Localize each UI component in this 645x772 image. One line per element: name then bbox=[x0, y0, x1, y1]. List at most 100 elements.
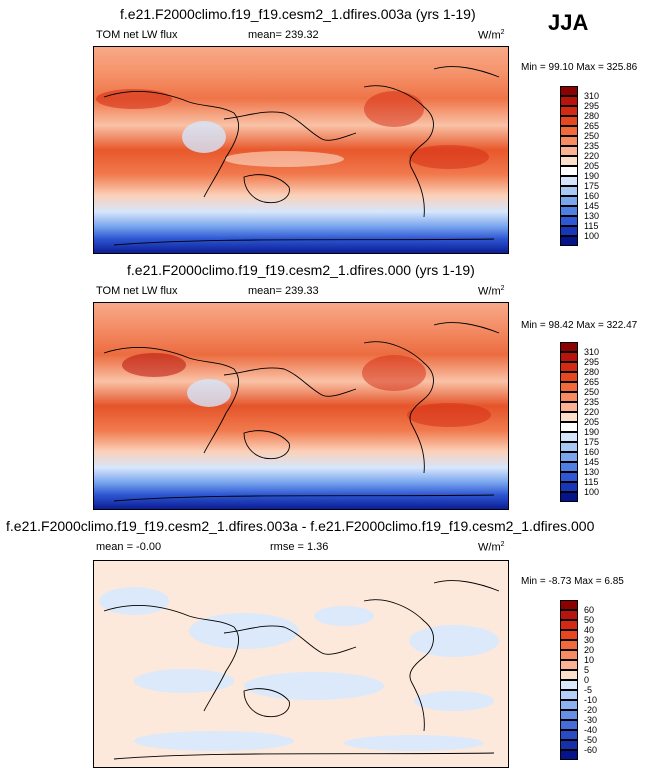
colorbar-cell bbox=[560, 432, 578, 442]
colorbar-cell bbox=[560, 442, 578, 452]
colorbar-tick-label: 235 bbox=[584, 141, 600, 151]
colorbar-tick-label: 235 bbox=[584, 397, 600, 407]
colorbar-cell bbox=[560, 372, 578, 382]
colorbar-cell bbox=[560, 462, 578, 472]
panel-3-mean-label: mean = -0.00 bbox=[96, 541, 162, 553]
colorbar-tick-label: -60 bbox=[584, 745, 598, 755]
colorbar-cell bbox=[560, 106, 578, 116]
colorbar-cell bbox=[560, 472, 578, 482]
colorbar-cell bbox=[560, 630, 578, 640]
colorbar-cell bbox=[560, 136, 578, 146]
colorbar-tick-label: 250 bbox=[584, 131, 600, 141]
panel-2-units: W/m2 bbox=[478, 285, 505, 298]
colorbar-tick-label: 160 bbox=[584, 447, 600, 457]
colorbar-cell bbox=[560, 412, 578, 422]
colorbar-tick-label: 250 bbox=[584, 387, 600, 397]
colorbar-cell bbox=[560, 740, 578, 750]
colorbar-tick-label: 190 bbox=[584, 171, 600, 181]
panel-2-mean-label: mean= 239.33 bbox=[248, 285, 319, 297]
colorbar-cell bbox=[560, 492, 578, 502]
panel-3-map bbox=[93, 560, 509, 768]
panel-1-minmax: Min = 99.10 Max = 325.86 bbox=[521, 62, 638, 73]
panel-3-title: f.e21.F2000climo.f19_f19.cesm2_1.dfires.… bbox=[6, 518, 595, 534]
colorbar-tick-label: 280 bbox=[584, 367, 600, 377]
colorbar-tick-label: 190 bbox=[584, 427, 600, 437]
panel-2-variable-label: TOM net LW flux bbox=[96, 285, 178, 297]
colorbar-tick-label: 295 bbox=[584, 101, 600, 111]
colorbar-cell bbox=[560, 236, 578, 246]
colorbar-tick-label: -10 bbox=[584, 695, 598, 705]
colorbar-tick-label: 205 bbox=[584, 161, 600, 171]
colorbar-tick-label: 205 bbox=[584, 417, 600, 427]
panel-2-minmax: Min = 98.42 Max = 322.47 bbox=[521, 320, 638, 331]
colorbar-cell bbox=[560, 452, 578, 462]
colorbar-cell bbox=[560, 196, 578, 206]
colorbar-cell bbox=[560, 482, 578, 492]
colorbar-tick-label: 145 bbox=[584, 201, 600, 211]
colorbar-tick-label: 40 bbox=[584, 625, 595, 635]
colorbar-cell bbox=[560, 730, 578, 740]
colorbar-cell bbox=[560, 402, 578, 412]
colorbar-cell bbox=[560, 126, 578, 136]
colorbar-cell bbox=[560, 206, 578, 216]
colorbar-tick-label: 265 bbox=[584, 121, 600, 131]
season-label: JJA bbox=[548, 10, 589, 35]
colorbar-cell bbox=[560, 96, 578, 106]
colorbar-cell bbox=[560, 116, 578, 126]
colorbar-cell bbox=[560, 226, 578, 236]
colorbar-cell bbox=[560, 362, 578, 372]
colorbar-cell bbox=[560, 610, 578, 620]
colorbar-cell bbox=[560, 710, 578, 720]
colorbar-cell bbox=[560, 670, 578, 680]
colorbar-cell bbox=[560, 156, 578, 166]
colorbar-tick-label: 130 bbox=[584, 467, 600, 477]
colorbar-tick-label: 0 bbox=[584, 675, 590, 685]
panel-1-map bbox=[93, 46, 509, 254]
colorbar-tick-label: -5 bbox=[584, 685, 593, 695]
colorbar-cell bbox=[560, 600, 578, 610]
colorbar-tick-label: 220 bbox=[584, 407, 600, 417]
colorbar-cell bbox=[560, 392, 578, 402]
colorbar-cell bbox=[560, 146, 578, 156]
colorbar-tick-label: 115 bbox=[584, 477, 599, 487]
colorbar-cell bbox=[560, 342, 578, 352]
panel-2-title: f.e21.F2000climo.f19_f19.cesm2_1.dfires.… bbox=[127, 262, 475, 278]
panel-2-colorbar: 310 295 280 265 250 235 220 205 190 175 160 145 130 1… bbox=[560, 342, 620, 506]
panel-1-mean-label: mean= 239.32 bbox=[248, 29, 319, 41]
colorbar-tick-label: 175 bbox=[584, 437, 600, 447]
colorbar-tick-label: 5 bbox=[584, 665, 590, 675]
panel-3-rmse-label: rmse = 1.36 bbox=[270, 541, 329, 553]
colorbar-tick-label: 10 bbox=[584, 655, 595, 665]
colorbar-tick-label: 310 bbox=[584, 91, 600, 101]
colorbar-cell bbox=[560, 166, 578, 176]
panel-3-minmax: Min = -8.73 Max = 6.85 bbox=[521, 576, 624, 587]
colorbar-cell bbox=[560, 422, 578, 432]
panel-1-units: W/m2 bbox=[478, 29, 505, 42]
colorbar-tick-label: -50 bbox=[584, 735, 598, 745]
colorbar-tick-label: 145 bbox=[584, 457, 600, 467]
panel-2-map bbox=[93, 302, 509, 510]
colorbar-tick-label: 100 bbox=[584, 487, 600, 497]
colorbar-cell bbox=[560, 690, 578, 700]
colorbar-tick-label: 50 bbox=[584, 615, 595, 625]
colorbar-tick-label: 220 bbox=[584, 151, 600, 161]
colorbar-cell bbox=[560, 176, 578, 186]
colorbar-tick-label: 30 bbox=[584, 635, 595, 645]
colorbar-tick-label: 280 bbox=[584, 111, 600, 121]
panel-3-units: W/m2 bbox=[478, 541, 505, 554]
colorbar-cell bbox=[560, 720, 578, 730]
colorbar-tick-label: 175 bbox=[584, 181, 600, 191]
panel-1-variable-label: TOM net LW flux bbox=[96, 29, 178, 41]
panel-3-colorbar: 60 50 40 30 20 10 5 0 -5 -10 -20 -30 -40 -50 -60 bbox=[560, 600, 620, 764]
colorbar-cell bbox=[560, 620, 578, 630]
colorbar-tick-label: 295 bbox=[584, 357, 600, 367]
colorbar-cell bbox=[560, 640, 578, 650]
panel-1-title: f.e21.F2000climo.f19_f19.cesm2_1.dfires.… bbox=[120, 6, 476, 22]
colorbar-cell bbox=[560, 86, 578, 96]
colorbar-cell bbox=[560, 352, 578, 362]
colorbar-tick-label: -20 bbox=[584, 705, 598, 715]
colorbar-cell bbox=[560, 700, 578, 710]
colorbar-tick-label: 100 bbox=[584, 231, 600, 241]
colorbar-tick-label: 160 bbox=[584, 191, 600, 201]
colorbar-cell bbox=[560, 680, 578, 690]
